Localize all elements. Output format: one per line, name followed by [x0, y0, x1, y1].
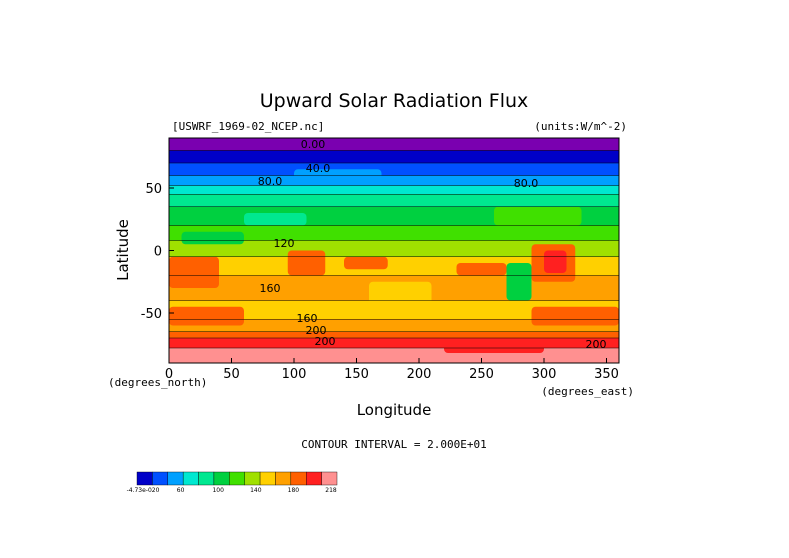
latitude-band-3 — [169, 175, 619, 186]
colorbar: -4.73e-020 60 100 140 180 218 — [127, 471, 338, 494]
colorbar-swatch-11 — [306, 471, 322, 486]
colorbar-swatch-9 — [275, 471, 292, 486]
plot-area — [169, 138, 619, 363]
colorbar-tick-label-5: 218 — [325, 487, 337, 494]
colorbar-tick-label-3: 140 — [250, 487, 262, 494]
latitude-band-2 — [169, 163, 619, 176]
y-tick-label-0: 50 — [145, 182, 162, 197]
x-tick-label-7: 350 — [594, 367, 619, 382]
y-units-label: (degrees_north) — [108, 376, 207, 389]
y-axis: 50 0 -50 — [141, 182, 174, 322]
latitude-band-1 — [169, 150, 619, 163]
field-patch-14 — [244, 213, 307, 226]
colorbar-swatch-5 — [213, 471, 230, 486]
colorbar-tick-label-0: -4.73e-020 — [127, 487, 160, 494]
latitude-band-14 — [169, 338, 619, 348]
units-label: (units:W/m^-2) — [534, 120, 627, 133]
colorbar-swatch-3 — [182, 471, 199, 486]
contour-label-6: 160 — [297, 312, 318, 325]
field-patch-11 — [444, 338, 544, 353]
field-patch-3 — [344, 256, 388, 270]
y-tick-label-2: -50 — [141, 307, 162, 322]
contour-label-7: 200 — [306, 324, 327, 337]
contour-interval-text: CONTOUR INTERVAL = 2.000E+01 — [301, 438, 486, 451]
field-patch-2 — [287, 250, 326, 276]
colorbar-swatch-4 — [198, 471, 215, 486]
latitude-band-15 — [169, 348, 619, 363]
contour-label-1: 40.0 — [306, 162, 331, 175]
field-patch-0 — [169, 256, 219, 288]
contour-label-5: 160 — [260, 282, 281, 295]
field-patch-4 — [369, 281, 432, 313]
latitude-band-4 — [169, 185, 619, 195]
source-label: [USWRF_1969-02_NCEP.nc] — [172, 120, 324, 133]
x-tick-label-3: 150 — [344, 367, 369, 382]
colorbar-swatch-6 — [229, 471, 245, 486]
contour-label-3: 80.0 — [514, 177, 539, 190]
field-patch-10 — [531, 306, 619, 326]
x-axis: 0 50 100 150 200 250 300 350 — [165, 358, 619, 382]
latitude-band-12 — [169, 319, 619, 332]
latitude-band-13 — [169, 331, 619, 338]
field-patch-5 — [506, 263, 532, 301]
field-patch-13 — [494, 206, 582, 226]
field-patch-9 — [169, 306, 244, 326]
colorbar-swatch-10 — [290, 471, 307, 486]
colorbar-swatch-0 — [136, 471, 153, 486]
chart-title: Upward Solar Radiation Flux — [260, 90, 529, 112]
colorbar-tick-label-1: 60 — [177, 487, 185, 494]
y-axis-label: Latitude — [114, 219, 132, 281]
latitude-band-7 — [169, 225, 619, 241]
colorbar-swatch-1 — [152, 471, 168, 486]
x-tick-label-2: 100 — [282, 367, 307, 382]
contour-label-0: 0.00 — [301, 138, 326, 151]
contour-label-8: 200 — [315, 335, 336, 348]
latitude-band-5 — [169, 194, 619, 207]
colorbar-tick-label-4: 180 — [288, 487, 300, 494]
field-patch-8 — [456, 263, 507, 276]
x-tick-label-6: 300 — [532, 367, 557, 382]
contour-label-4: 120 — [274, 237, 295, 250]
colorbar-swatch-12 — [321, 471, 338, 486]
contour-label-2: 80.0 — [258, 175, 283, 188]
x-tick-label-1: 50 — [223, 367, 240, 382]
x-units-label: (degrees_east) — [541, 385, 634, 398]
x-tick-label-4: 200 — [407, 367, 432, 382]
latitude-band-0 — [169, 138, 619, 151]
latitude-band-8 — [169, 240, 619, 257]
y-tick-label-1: 0 — [154, 245, 162, 260]
x-axis-label: Longitude — [357, 401, 432, 419]
field-patch-1 — [181, 231, 244, 245]
contour-label-9: 200 — [586, 338, 607, 351]
colorbar-swatch-7 — [244, 471, 261, 486]
field-patch-7 — [544, 250, 567, 273]
colorbar-swatch-2 — [167, 471, 184, 486]
x-tick-label-5: 250 — [469, 367, 494, 382]
x-tick-label-0: 0 — [165, 367, 173, 382]
colorbar-swatch-8 — [259, 471, 276, 486]
colorbar-tick-label-2: 100 — [212, 487, 224, 494]
